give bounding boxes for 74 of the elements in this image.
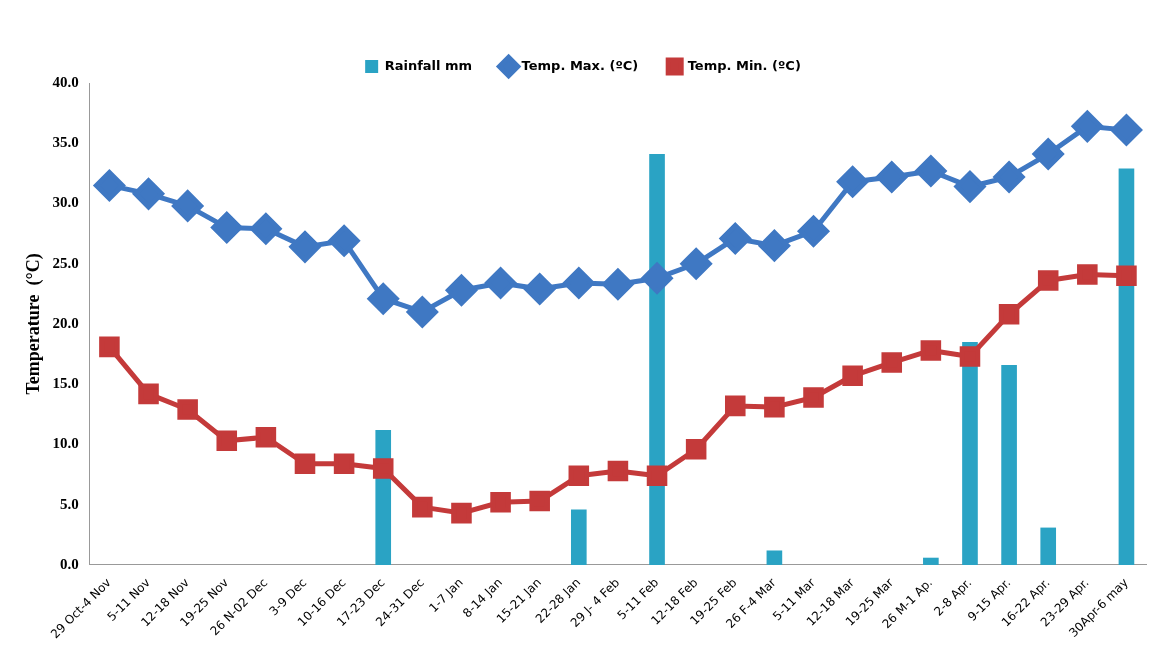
point — [607, 460, 629, 482]
point — [1110, 114, 1142, 146]
point — [328, 225, 360, 257]
y-tick-label: 20.0 — [52, 314, 79, 331]
point — [1071, 110, 1103, 142]
y-tick-label: 40.0 — [52, 73, 79, 90]
point — [725, 395, 746, 417]
point — [99, 336, 120, 358]
legend-label: Temp. Min. (ºC) — [687, 57, 801, 73]
bar — [1118, 168, 1135, 565]
y-tick-label: 5.0 — [60, 495, 79, 512]
legend-label: Rainfall mm — [384, 57, 473, 73]
point — [524, 273, 556, 305]
point — [685, 438, 707, 460]
point — [250, 213, 282, 245]
point — [255, 426, 277, 448]
legend-label: Temp. Max. (ºC) — [521, 57, 639, 73]
point — [172, 190, 204, 222]
point — [93, 169, 125, 201]
point — [646, 465, 668, 487]
point — [602, 268, 634, 300]
point — [211, 212, 243, 244]
point — [216, 430, 238, 452]
point — [959, 346, 981, 367]
point — [412, 496, 433, 518]
point — [719, 222, 751, 254]
y-tick-label: 30.0 — [52, 194, 79, 211]
point — [133, 178, 165, 210]
bar — [766, 550, 783, 565]
point — [993, 161, 1025, 193]
point — [680, 248, 712, 280]
point — [485, 267, 517, 299]
point — [294, 453, 316, 475]
y-tick-label: 0.0 — [60, 555, 79, 572]
point — [764, 396, 785, 418]
y-tick-label: 10.0 — [52, 435, 79, 452]
point — [529, 490, 550, 512]
point — [177, 399, 198, 420]
point — [998, 304, 1020, 325]
point — [803, 387, 824, 408]
point — [333, 453, 355, 475]
point — [881, 352, 903, 373]
point — [641, 262, 673, 294]
point — [1032, 138, 1064, 170]
point — [563, 267, 595, 299]
point — [451, 502, 472, 524]
y-tick-label: 25.0 — [52, 254, 79, 271]
y-tick-label: 15.0 — [52, 375, 79, 392]
point — [837, 166, 869, 198]
point — [915, 155, 947, 187]
bar — [570, 509, 587, 565]
bar — [1001, 364, 1017, 565]
y-tick-label: 35.0 — [52, 134, 79, 151]
bar — [962, 342, 978, 565]
point — [568, 465, 590, 487]
point — [367, 283, 399, 315]
point — [289, 231, 321, 263]
bar — [1040, 527, 1057, 565]
point — [490, 492, 511, 513]
point — [445, 274, 477, 306]
point — [798, 215, 830, 247]
point — [406, 296, 438, 328]
point — [138, 383, 159, 405]
point — [920, 340, 942, 361]
point — [876, 161, 908, 193]
point — [842, 365, 863, 387]
point — [1037, 270, 1059, 291]
point — [758, 230, 790, 262]
bar — [923, 557, 939, 565]
point — [372, 458, 394, 479]
point — [1077, 264, 1098, 285]
point — [1116, 265, 1137, 287]
point — [954, 171, 986, 203]
y-axis-title: Temperature (°C) — [23, 253, 45, 395]
